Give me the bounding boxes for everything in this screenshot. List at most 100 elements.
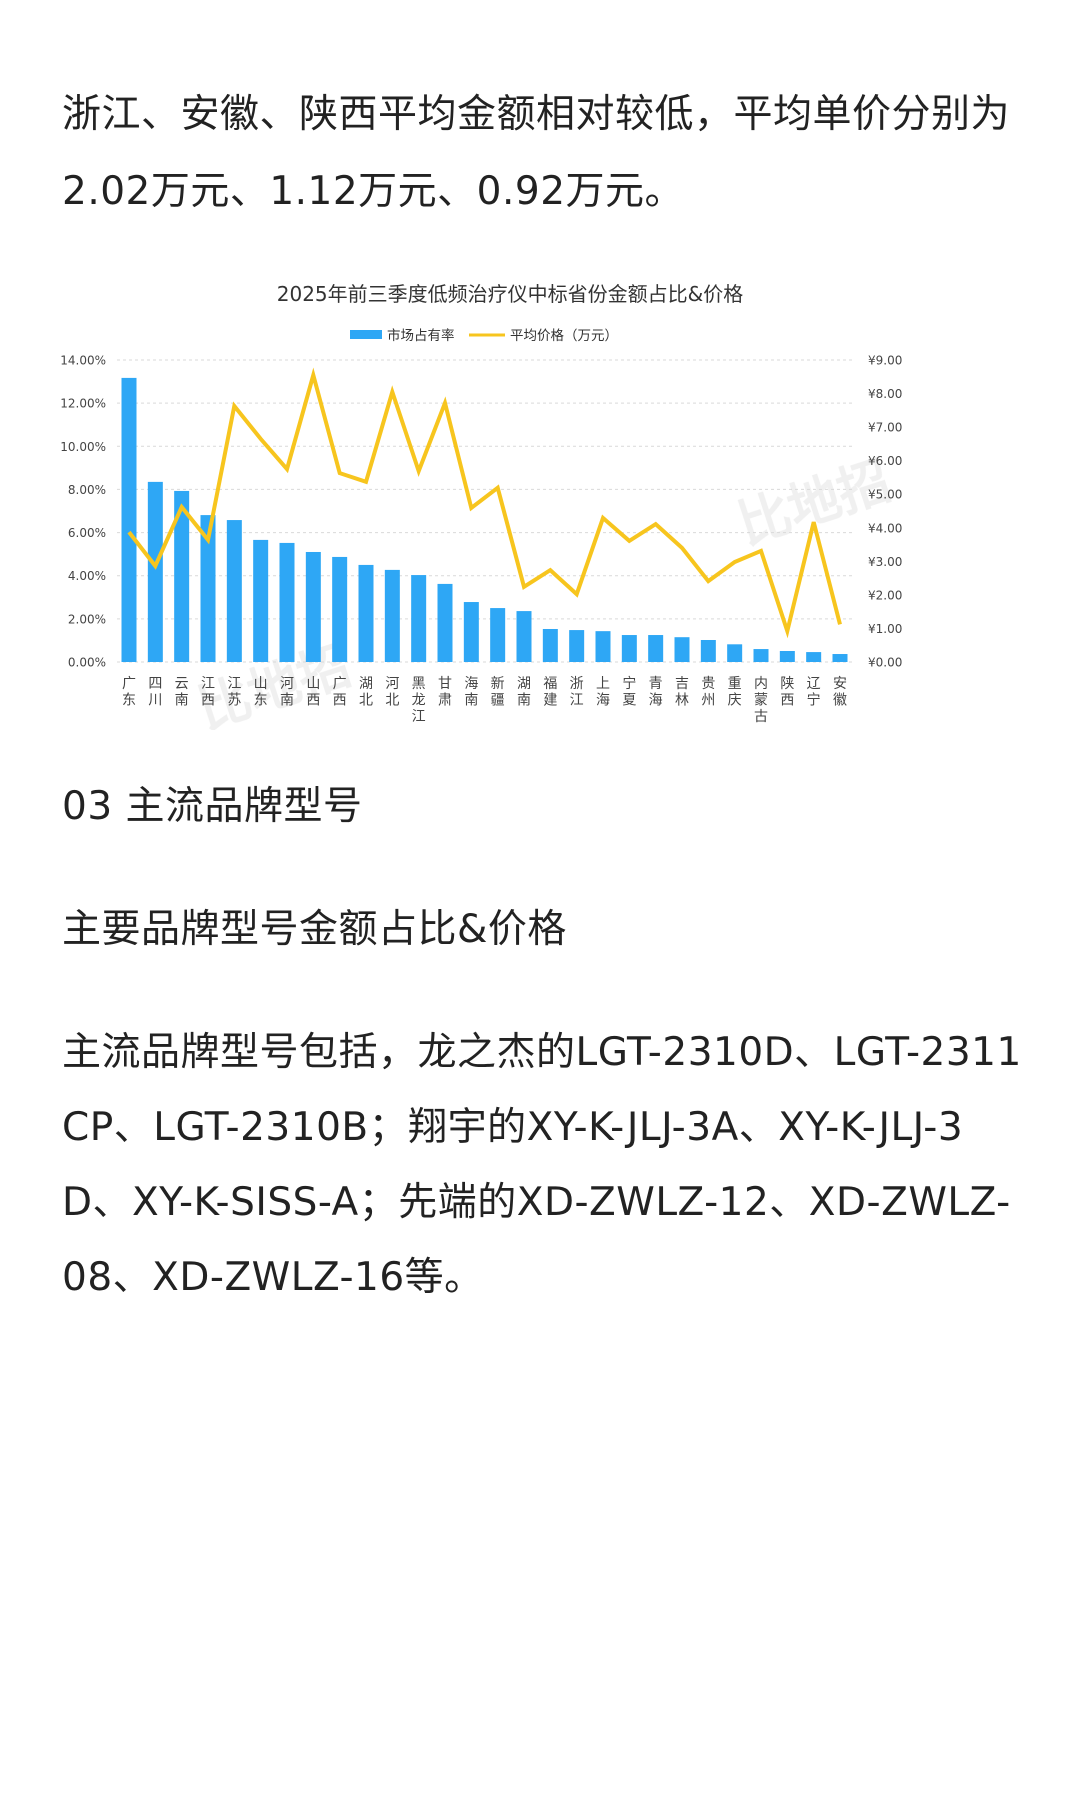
province-label: 内 — [754, 676, 768, 692]
province-label: 河 — [280, 676, 294, 692]
market-share-bar — [147, 481, 163, 662]
province-label: 疆 — [491, 693, 505, 709]
province-label: 湖 — [359, 676, 373, 692]
left-axis-tick: 14.00% — [60, 354, 106, 368]
province-label: 东 — [122, 693, 136, 709]
market-share-bar — [226, 520, 242, 662]
province-label: 林 — [675, 693, 689, 709]
market-share-bar — [674, 637, 690, 662]
province-label: 吉 — [675, 676, 689, 692]
market-share-bar — [437, 583, 453, 662]
left-axis-tick: 8.00% — [68, 483, 106, 497]
left-axis-tick: 12.00% — [60, 397, 106, 411]
province-label: 南 — [464, 693, 478, 709]
province-label: 江 — [570, 693, 584, 709]
province-label: 河 — [385, 676, 399, 692]
province-label: 苏 — [227, 693, 241, 709]
province-label: 陕 — [780, 676, 794, 692]
province-label: 夏 — [622, 693, 636, 709]
market-share-bar — [384, 569, 400, 662]
province-label: 黑 — [412, 676, 426, 692]
market-share-bar — [753, 649, 769, 662]
province-axis-labels: 广东四川云南江西江苏山东河南山西广西湖北河北黑龙江甘肃海南新疆湖南福建浙江上海宁… — [122, 675, 847, 725]
market-share-bar — [174, 490, 190, 662]
province-label: 海 — [464, 676, 478, 692]
province-label: 贵 — [701, 676, 715, 692]
market-share-bar — [200, 515, 216, 662]
left-axis-tick: 4.00% — [68, 569, 106, 583]
province-label: 肃 — [438, 693, 452, 709]
chart-svg: 2025年前三季度低频治疗仪中标省份金额占比&价格 市场占有率 平均价格（万元）… — [60, 282, 902, 741]
legend-label-market-share: 市场占有率 — [387, 327, 455, 344]
province-label: 浙 — [570, 676, 584, 692]
province-share-price-chart: 2025年前三季度低频治疗仪中标省份金额占比&价格 市场占有率 平均价格（万元）… — [0, 260, 1080, 741]
market-share-bar — [832, 654, 848, 662]
province-label: 北 — [359, 693, 373, 709]
province-label: 古 — [754, 709, 768, 725]
province-label: 广 — [333, 676, 347, 692]
legend-bar-swatch — [350, 330, 382, 339]
market-share-bar — [358, 564, 374, 662]
province-label: 川 — [148, 693, 162, 709]
right-axis-tick: ¥8.00 — [868, 387, 902, 401]
province-label: 青 — [649, 676, 663, 692]
province-label: 西 — [333, 693, 347, 709]
right-axis-tick: ¥5.00 — [868, 488, 902, 502]
province-label: 建 — [543, 693, 557, 709]
market-share-bar — [700, 639, 716, 662]
province-label: 上 — [596, 676, 610, 692]
province-label: 州 — [701, 693, 715, 709]
province-label: 西 — [780, 693, 794, 709]
market-share-bar — [779, 650, 795, 662]
province-label: 龙 — [412, 693, 426, 709]
province-label: 南 — [280, 693, 294, 709]
market-share-bar — [621, 635, 637, 662]
province-label: 广 — [122, 676, 136, 692]
market-share-bar — [121, 377, 137, 662]
market-share-bar — [463, 602, 479, 662]
market-share-bar — [648, 635, 664, 662]
province-label: 西 — [306, 693, 320, 709]
section-heading: 03 主流品牌型号 — [62, 784, 363, 829]
province-label: 南 — [517, 693, 531, 709]
market-share-bar — [305, 551, 321, 662]
chart-legend: 市场占有率 平均价格（万元） — [350, 327, 618, 344]
province-label: 重 — [728, 676, 742, 692]
province-label: 福 — [543, 676, 557, 692]
province-label: 四 — [148, 676, 162, 692]
province-label: 山 — [254, 676, 268, 692]
market-share-bar — [569, 630, 585, 662]
right-axis-tick: ¥7.00 — [868, 421, 902, 435]
province-label: 徽 — [833, 693, 847, 709]
market-share-bar — [332, 556, 348, 662]
left-axis-tick: 6.00% — [68, 526, 106, 540]
province-label: 蒙 — [754, 693, 768, 709]
province-label: 北 — [385, 693, 399, 709]
province-label: 辽 — [807, 676, 821, 692]
sub-heading: 主要品牌型号金额占比&价格 — [62, 907, 567, 952]
province-label: 海 — [596, 693, 610, 709]
market-share-bar — [516, 611, 532, 662]
left-axis-market-share: 0.00% 2.00% 4.00% 6.00% 8.00% 10.00% 12.00% 14.… — [60, 354, 106, 670]
market-share-bars — [121, 377, 848, 662]
province-label: 西 — [201, 693, 215, 709]
market-share-bar — [595, 631, 611, 662]
province-label: 宁 — [807, 692, 821, 709]
market-share-bar — [542, 628, 558, 662]
paragraph-mainstream-models: 主流品牌型号包括，龙之杰的LGT-2310D、LGT-2311CP、LGT-23… — [62, 1030, 1022, 1300]
province-label: 湖 — [517, 676, 531, 692]
province-label: 江 — [201, 676, 215, 692]
province-label: 东 — [254, 693, 268, 709]
province-label: 江 — [227, 676, 241, 692]
paragraph-low-average-price: 浙江、安徽、陕西平均金额相对较低，平均单价分别为2.02万元、1.12万元、0.… — [62, 92, 1011, 214]
right-axis-tick: ¥9.00 — [868, 354, 902, 368]
left-axis-tick: 0.00% — [68, 656, 106, 670]
market-share-bar — [411, 575, 427, 662]
province-label: 甘 — [438, 676, 452, 692]
right-axis-tick: ¥6.00 — [868, 454, 902, 468]
right-axis-tick: ¥0.00 — [868, 656, 902, 670]
market-share-bar — [727, 644, 743, 662]
market-share-bar — [279, 542, 295, 662]
province-label: 南 — [175, 693, 189, 709]
right-axis-avg-price: ¥0.00 ¥1.00 ¥2.00 ¥3.00 ¥4.00 ¥5.00 ¥6.00 ¥7.00… — [868, 354, 902, 670]
